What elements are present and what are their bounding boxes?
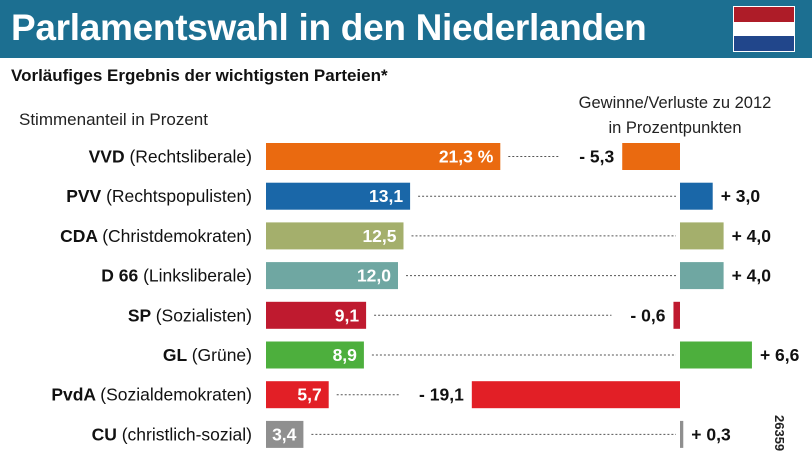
party-label: VVD (Rechtsliberale) xyxy=(89,147,252,167)
party-description: (Linksliberale) xyxy=(143,266,252,286)
share-value-label: 12,5 xyxy=(362,226,396,246)
change-value-label: - 19,1 xyxy=(419,385,464,405)
flag-stripe-blue xyxy=(734,36,794,51)
change-value-label: + 4,0 xyxy=(732,226,772,246)
share-bar xyxy=(266,381,329,409)
party-abbreviation: SP xyxy=(128,305,156,325)
flag-stripe-white xyxy=(734,21,794,37)
party-abbreviation: VVD xyxy=(89,147,130,167)
change-value-label: + 0,3 xyxy=(691,424,731,444)
party-abbreviation: D 66 xyxy=(101,266,143,286)
party-label: D 66 (Linksliberale) xyxy=(101,266,252,286)
share-bar xyxy=(266,301,367,329)
left-axis-heading: Stimmenanteil in Prozent xyxy=(19,110,208,129)
change-bar xyxy=(471,381,680,409)
change-value-label: + 3,0 xyxy=(721,186,761,206)
change-value-label: - 5,3 xyxy=(579,147,614,167)
share-value-label: 9,1 xyxy=(335,305,360,325)
party-abbreviation: GL xyxy=(163,345,192,365)
party-description: (Christdemokraten) xyxy=(102,226,252,246)
change-bar xyxy=(680,262,724,290)
graphic-id-watermark: 26359 xyxy=(772,415,787,452)
share-value-label: 21,3 % xyxy=(439,147,494,167)
chart-title: Parlamentswahl in den Niederlanden xyxy=(11,7,647,48)
change-value-label: + 6,6 xyxy=(760,345,800,365)
right-heading-line2: in Prozentpunkten xyxy=(608,119,742,137)
flag-stripe-red xyxy=(734,7,794,22)
share-bar xyxy=(266,420,304,448)
party-abbreviation: CDA xyxy=(60,226,102,246)
share-value-label: 3,4 xyxy=(272,424,297,444)
change-bar xyxy=(680,420,684,448)
party-label: CU (christlich-sozial) xyxy=(92,424,252,444)
share-bar xyxy=(266,222,404,250)
change-bar xyxy=(680,182,713,210)
party-abbreviation: CU xyxy=(92,424,122,444)
share-bar xyxy=(266,341,364,369)
party-label: PvdA (Sozialdemokraten) xyxy=(51,385,252,405)
change-bar xyxy=(680,341,752,369)
party-description: (christlich-sozial) xyxy=(122,424,252,444)
chart-subtitle: Vorläufiges Ergebnis der wichtigsten Par… xyxy=(11,66,388,85)
share-value-label: 5,7 xyxy=(297,385,321,405)
party-label: SP (Sozialisten) xyxy=(128,305,252,325)
share-value-label: 12,0 xyxy=(357,266,391,286)
party-description: (Grüne) xyxy=(192,345,252,365)
change-bar xyxy=(622,143,680,170)
party-abbreviation: PvdA xyxy=(51,385,100,405)
share-bar xyxy=(266,143,501,170)
change-value-label: - 0,6 xyxy=(630,305,665,325)
share-bar xyxy=(266,182,411,210)
netherlands-flag-icon xyxy=(733,6,795,52)
change-bar xyxy=(680,222,724,250)
party-label: PVV (Rechtspopulisten) xyxy=(66,186,252,206)
party-description: (Sozialdemokraten) xyxy=(100,385,252,405)
share-value-label: 13,1 xyxy=(369,186,403,206)
right-axis-heading: Gewinne/Verluste zu 2012 in Prozentpunkt… xyxy=(540,91,810,141)
party-label: CDA (Christdemokraten) xyxy=(60,226,252,246)
change-value-label: + 4,0 xyxy=(732,266,772,286)
party-description: (Rechtspopulisten) xyxy=(106,186,252,206)
header-banner: Parlamentswahl in den Niederlanden xyxy=(0,0,812,58)
right-heading-line1: Gewinne/Verluste zu 2012 xyxy=(578,94,772,112)
share-bar xyxy=(266,262,398,290)
change-bar xyxy=(673,301,680,329)
party-abbreviation: PVV xyxy=(66,186,106,206)
party-label: GL (Grüne) xyxy=(163,345,252,365)
party-description: (Sozialisten) xyxy=(156,305,252,325)
share-value-label: 8,9 xyxy=(333,345,358,365)
party-description: (Rechtsliberale) xyxy=(129,147,252,167)
